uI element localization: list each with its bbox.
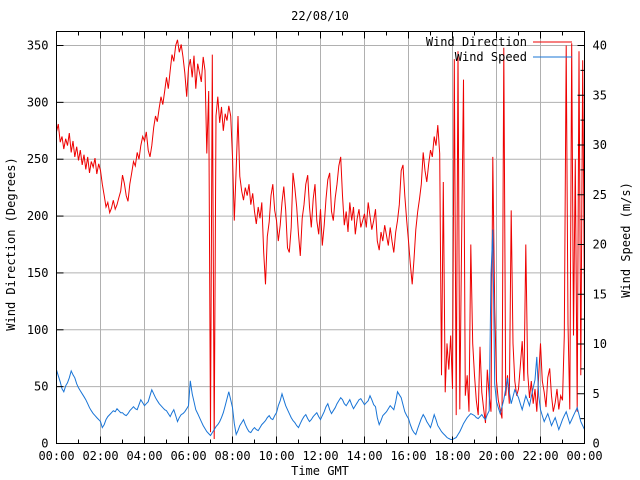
x-tick-label: 22:00 <box>522 449 558 463</box>
x-tick-label: 02:00 <box>82 449 118 463</box>
x-tick-label: 06:00 <box>170 449 206 463</box>
y-tick-label: 150 <box>27 266 49 280</box>
series-lines <box>56 39 585 440</box>
axis-tick-labels: 0 50 100 150 200 250 300 350 0 5 10 15 20 25 30 35 40 00:… <box>27 39 607 464</box>
x-tick-label: 14:00 <box>346 449 382 463</box>
x-tick-label: 10:00 <box>258 449 294 463</box>
wind-speed-series <box>56 229 585 440</box>
x-tick-label: 20:00 <box>478 449 514 463</box>
y-tick-label: 50 <box>34 380 48 394</box>
legend-label-wind-speed: Wind Speed <box>455 50 527 64</box>
y2-tick-label: 20 <box>593 238 607 252</box>
y-tick-label: 250 <box>27 152 49 166</box>
legend: Wind Direction Wind Speed <box>426 35 572 64</box>
x-tick-label: 00:00 <box>38 449 74 463</box>
y2-tick-label: 30 <box>593 138 607 152</box>
y2-tick-label: 25 <box>593 188 607 202</box>
x-tick-label: 00:00 <box>566 449 602 463</box>
x-tick-label: 16:00 <box>390 449 426 463</box>
grid-lines <box>56 31 585 444</box>
x-tick-label: 08:00 <box>214 449 250 463</box>
y-tick-label: 0 <box>41 437 48 451</box>
x-axis-label: Time GMT <box>291 464 349 478</box>
x-tick-label: 12:00 <box>302 449 338 463</box>
y2-tick-label: 15 <box>593 287 607 301</box>
y-tick-label: 100 <box>27 323 49 337</box>
y2-tick-label: 40 <box>593 39 607 53</box>
y-tick-label: 300 <box>27 95 49 109</box>
chart-title: 22/08/10 <box>291 9 349 23</box>
y-tick-label: 350 <box>27 39 49 53</box>
wind-direction-series <box>56 39 585 440</box>
y-tick-label: 200 <box>27 209 49 223</box>
x-tick-label: 04:00 <box>126 449 162 463</box>
x-tick-label: 18:00 <box>434 449 470 463</box>
y-axis-label: Wind Direction (Degrees) <box>4 157 18 330</box>
y2-axis-label: Wind Speed (m/s) <box>619 182 633 298</box>
y2-tick-label: 35 <box>593 88 607 102</box>
legend-label-wind-direction: Wind Direction <box>426 35 527 49</box>
axis-ticks <box>56 31 585 444</box>
y2-tick-label: 0 <box>593 437 600 451</box>
y2-tick-label: 5 <box>593 387 600 401</box>
y2-tick-label: 10 <box>593 337 607 351</box>
